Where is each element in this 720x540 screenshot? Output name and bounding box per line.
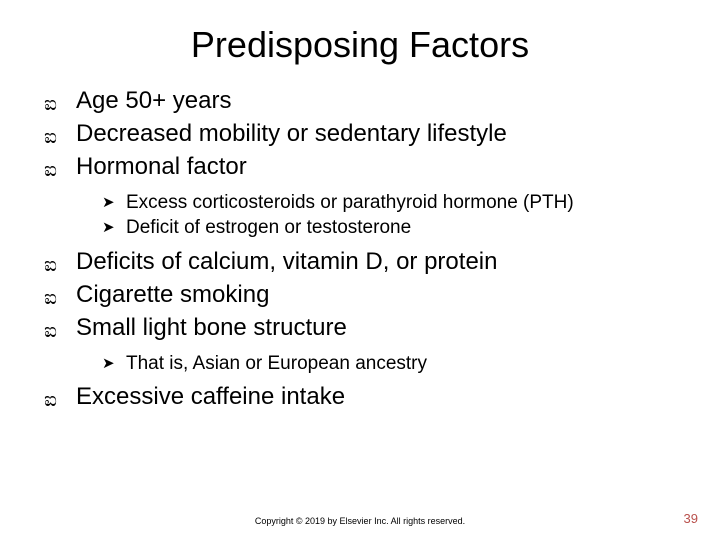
- list-item-text: Cigarette smoking: [76, 280, 690, 310]
- list-item: ಐ Excessive caffeine intake: [44, 382, 690, 413]
- bullet-level1-icon: ಐ: [44, 313, 76, 344]
- list-item-text: Hormonal factor: [76, 152, 690, 182]
- copyright-text: Copyright © 2019 by Elsevier Inc. All ri…: [0, 516, 720, 526]
- list-item: ಐ Deficits of calcium, vitamin D, or pro…: [44, 247, 690, 278]
- bullet-level1-icon: ಐ: [44, 152, 76, 183]
- bullet-level1-icon: ಐ: [44, 247, 76, 278]
- sub-list-item-text: Excess corticosteroids or parathyroid ho…: [126, 191, 690, 215]
- bullet-level1-icon: ಐ: [44, 382, 76, 413]
- list-item: ಐ Decreased mobility or sedentary lifest…: [44, 119, 690, 150]
- sub-list-item-text: That is, Asian or European ancestry: [126, 352, 690, 376]
- slide-title: Predisposing Factors: [0, 0, 720, 86]
- bullet-level1-icon: ಐ: [44, 119, 76, 150]
- bullet-level1-icon: ಐ: [44, 280, 76, 311]
- sub-list-item: ➤ Excess corticosteroids or parathyroid …: [102, 191, 690, 215]
- list-item-text: Age 50+ years: [76, 86, 690, 116]
- list-item: ಐ Age 50+ years: [44, 86, 690, 117]
- page-number: 39: [684, 511, 698, 526]
- bullet-level2-icon: ➤: [102, 191, 126, 213]
- list-item-text: Excessive caffeine intake: [76, 382, 690, 412]
- list-item-text: Small light bone structure: [76, 313, 690, 343]
- sub-list-item: ➤ Deficit of estrogen or testosterone: [102, 216, 690, 240]
- bullet-level2-icon: ➤: [102, 352, 126, 374]
- list-item: ಐ Cigarette smoking: [44, 280, 690, 311]
- bullet-level2-icon: ➤: [102, 216, 126, 238]
- list-item-text: Deficits of calcium, vitamin D, or prote…: [76, 247, 690, 277]
- bullet-level1-icon: ಐ: [44, 86, 76, 117]
- slide-content: ಐ Age 50+ years ಐ Decreased mobility or …: [0, 86, 720, 413]
- sub-list-item-text: Deficit of estrogen or testosterone: [126, 216, 690, 240]
- sub-list-item: ➤ That is, Asian or European ancestry: [102, 352, 690, 376]
- list-item: ಐ Hormonal factor: [44, 152, 690, 183]
- list-item: ಐ Small light bone structure: [44, 313, 690, 344]
- list-item-text: Decreased mobility or sedentary lifestyl…: [76, 119, 690, 149]
